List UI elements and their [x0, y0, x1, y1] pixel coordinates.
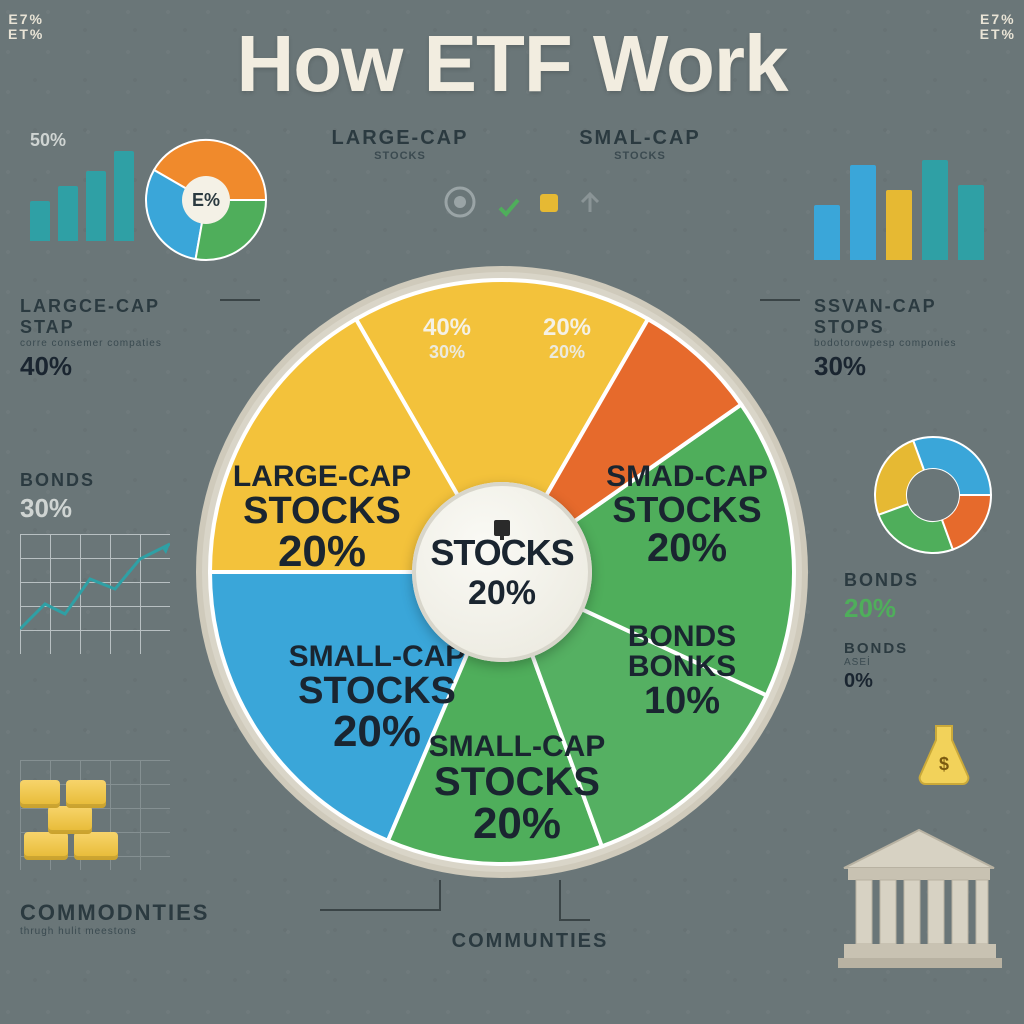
bank-building-icon [834, 820, 1004, 970]
gold-bars-icon [20, 770, 140, 860]
svg-text:E%: E% [192, 190, 220, 210]
corner-badge-tr-2: ET% [980, 26, 1016, 42]
pin-icon [494, 520, 510, 536]
header-left-sub: STOCKS [300, 151, 500, 163]
corner-badge-tr: E7% ET% [980, 12, 1016, 43]
ml-sub: corre consemer compaties [20, 338, 200, 349]
ml-line-chart [20, 534, 170, 654]
bar [850, 165, 876, 260]
bar [886, 190, 912, 260]
ml-title: LARGCE-CAP STAP [20, 296, 200, 338]
corner-badge-tl-2: ET% [8, 26, 44, 42]
flask-icon: $ [914, 720, 974, 790]
mr-bonds2-sub: ASEİ [844, 657, 994, 668]
main-pie: 40% 30% 20% 20% LARGE-CAP STOCKS 20% SMA… [192, 262, 812, 882]
bc-block: COMMUNTIES [430, 930, 630, 953]
pie-top-left-pct: 40% 30% [402, 314, 492, 363]
pie-top-right-pct: 20% 20% [522, 314, 612, 363]
bar [114, 151, 134, 241]
center-line1: STOCKS [430, 532, 573, 574]
pie-top-right-pct-s: 20% [522, 342, 612, 363]
mr-bonds: BONDS 20% [844, 570, 994, 624]
header-right-title: SMAL-CAP [579, 127, 701, 149]
ml-block: LARGCE-CAP STAP corre consemer compaties… [20, 296, 200, 382]
bl-block: COMMODNTIES thrugh hulit meestons [20, 900, 280, 937]
bar [958, 185, 984, 260]
pie-center: STOCKS 20% [412, 482, 592, 662]
tr-bar-chart [814, 150, 984, 260]
bl-panel [20, 770, 140, 860]
mr-bonds-title: BONDS [844, 570, 994, 591]
ml-bonds-pct: 30% [20, 493, 170, 524]
tl-donut: E% [136, 130, 276, 270]
tl-bar-chart [30, 151, 134, 241]
corner-badge-tr-1: E7% [980, 11, 1016, 27]
tl-panel: 50% [30, 130, 134, 241]
bar [86, 171, 106, 241]
header-left-title: LARGE-CAP [332, 127, 469, 149]
pie-top-left-pct-v: 40% [423, 314, 471, 341]
tr-sub: bodotorowpesp componies [814, 338, 1004, 349]
ml-bonds-title: BONDS [20, 470, 170, 491]
corner-badge-tl: E7% ET% [8, 12, 44, 43]
mr-bonds2-pct: 0% [844, 670, 994, 693]
bl-sub: thrugh hulit meestons [20, 926, 280, 937]
tl-pct: 50% [30, 130, 134, 151]
center-line2: 20% [468, 574, 536, 613]
bar [814, 205, 840, 260]
ml-pct: 40% [20, 351, 200, 382]
pie-top-left-pct-s: 30% [402, 342, 492, 363]
header-right-sub: STOCKS [540, 151, 740, 163]
header-right: SMAL-CAP STOCKS [540, 128, 740, 163]
bl-title: COMMODNTIES [20, 900, 280, 926]
tr-block: SSVAN-CAP STOPS bodotorowpesp componies … [814, 296, 1004, 382]
bar [922, 160, 948, 260]
pie-top-right-pct-v: 20% [543, 314, 591, 341]
bar [30, 201, 50, 241]
mr-bonds-pct: 20% [844, 593, 994, 624]
tr-title: SSVAN-CAP STOPS [814, 296, 1004, 338]
tr-pct: 30% [814, 351, 1004, 382]
ml-bonds: BONDS 30% [20, 470, 170, 654]
tr-bars-wrap [814, 150, 984, 260]
header-icons [390, 182, 650, 222]
bar [58, 186, 78, 241]
bc-title: COMMUNTIES [430, 930, 630, 953]
mr-bonds2-title: BONDS [844, 640, 994, 657]
header-left: LARGE-CAP STOCKS [300, 128, 500, 163]
page-title: How ETF Work [0, 18, 1024, 110]
mr-donut [868, 430, 998, 560]
corner-badge-tl-1: E7% [8, 11, 44, 27]
svg-text:$: $ [939, 754, 949, 774]
mr-bonds2: BONDS ASEİ 0% [844, 640, 994, 693]
